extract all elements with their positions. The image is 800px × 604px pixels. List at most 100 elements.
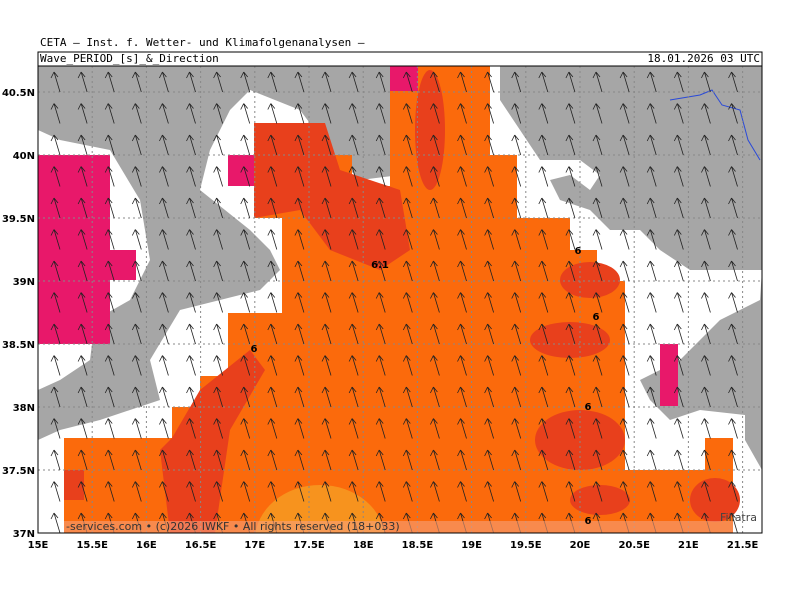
arrow (348, 166, 359, 187)
arrow (592, 197, 603, 219)
arrow (646, 355, 657, 376)
arrow (131, 323, 142, 345)
arrow (50, 166, 61, 187)
arrow (321, 386, 332, 408)
arrow (565, 71, 576, 93)
arrow (457, 386, 467, 408)
arrow (701, 71, 711, 93)
arrow (159, 103, 169, 124)
arrow (375, 103, 386, 124)
arrow (50, 103, 61, 124)
arrow (186, 386, 196, 408)
y-tick-label: 40.5N (2, 88, 35, 99)
y-tick-label: 40N (13, 151, 35, 162)
arrow (484, 386, 494, 408)
arrow (402, 197, 413, 219)
arrow (430, 386, 440, 408)
arrow (77, 71, 88, 93)
labels: 15E 15.5E 16E 16.5E 17E 17.5E 18E 18.5E 19E 19.5E… (2, 88, 759, 551)
arrow (457, 449, 467, 471)
contour-label: 6 (585, 402, 592, 413)
arrow (484, 103, 494, 124)
arrow (159, 292, 169, 313)
arrow (348, 481, 359, 502)
arrow (159, 71, 169, 93)
arrow (50, 229, 61, 250)
arrow (619, 355, 630, 376)
arrow (240, 481, 251, 502)
arrow (701, 229, 711, 250)
arrow (619, 103, 630, 124)
arrow (457, 418, 467, 439)
y-tick-label: 39N (13, 277, 35, 288)
arrow (701, 386, 711, 408)
y-tick-label: 38N (13, 403, 35, 414)
arrow (104, 355, 115, 376)
arrow (701, 449, 711, 471)
arrow (673, 103, 684, 124)
map-frame (37, 65, 763, 534)
arrow (77, 134, 88, 156)
arrow (592, 134, 603, 156)
arrow (321, 229, 332, 250)
arrow (267, 103, 278, 124)
arrow (104, 292, 115, 313)
arrow (294, 418, 305, 439)
arrow (565, 292, 576, 313)
arrow (321, 449, 332, 471)
arrow (728, 292, 738, 313)
arrow (484, 71, 494, 93)
arrow (619, 418, 630, 439)
arrow (646, 166, 657, 187)
arrow (240, 323, 251, 345)
footer-band (64, 521, 733, 533)
arrow (267, 481, 278, 502)
arrow (728, 512, 738, 533)
arrow (375, 355, 386, 376)
arrow (104, 71, 115, 93)
arrow (511, 134, 522, 156)
arrow (728, 418, 738, 439)
arrow (131, 449, 142, 471)
arrow (565, 323, 576, 345)
arrow (375, 197, 386, 219)
arrow (267, 355, 278, 376)
high-period-area (228, 155, 254, 186)
arrow (565, 481, 576, 502)
arrow (213, 418, 223, 439)
arrow (673, 71, 684, 93)
x-tick-label: 16.5E (185, 540, 217, 551)
arrow (402, 386, 413, 408)
contour-label: 6 (575, 246, 582, 257)
arrow (375, 260, 386, 282)
arrow (646, 229, 657, 250)
arrow (104, 197, 115, 219)
arrow (646, 103, 657, 124)
arrow (402, 449, 413, 471)
arrow (375, 292, 386, 313)
arrow (619, 197, 630, 219)
arrow (186, 449, 196, 471)
arrow (538, 197, 549, 219)
arrow (159, 323, 169, 345)
arrow (701, 481, 711, 502)
arrow (430, 103, 440, 124)
arrow (430, 166, 440, 187)
arrow (50, 481, 61, 502)
arrow (321, 260, 332, 282)
arrow (50, 260, 61, 282)
arrow (186, 260, 196, 282)
arrow (511, 292, 522, 313)
arrow (592, 323, 603, 345)
arrow (701, 197, 711, 219)
arrow (565, 418, 576, 439)
arrow (131, 260, 142, 282)
arrow (50, 512, 61, 533)
arrow (402, 418, 413, 439)
arrow (77, 418, 88, 439)
arrow (538, 134, 549, 156)
arrow (240, 229, 251, 250)
arrow (619, 292, 630, 313)
arrow (294, 229, 305, 250)
